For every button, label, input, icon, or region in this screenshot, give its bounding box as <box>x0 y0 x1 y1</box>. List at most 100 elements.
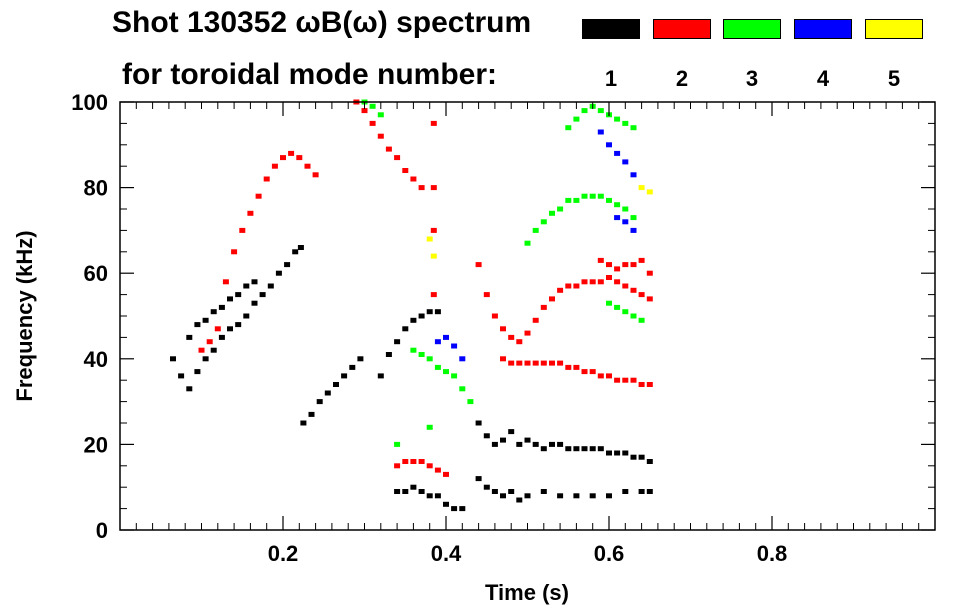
data-point <box>557 360 564 366</box>
data-point <box>532 227 539 233</box>
data-point <box>622 309 629 315</box>
data-point <box>222 279 229 285</box>
data-point <box>638 317 645 323</box>
data-point <box>394 339 401 345</box>
data-point <box>524 240 531 246</box>
data-point <box>622 450 629 456</box>
y-tick-label: 20 <box>84 432 108 457</box>
data-point <box>549 441 555 447</box>
data-point <box>239 227 246 233</box>
data-point <box>614 215 621 221</box>
data-point <box>500 326 506 332</box>
data-point <box>638 292 645 298</box>
data-point <box>297 245 304 250</box>
data-point <box>430 120 437 126</box>
data-point <box>622 159 629 165</box>
data-point <box>638 382 645 387</box>
series-2 <box>198 99 653 477</box>
data-point <box>418 185 425 191</box>
data-point <box>606 262 612 268</box>
y-axis-label: Frequency (kHz) <box>12 230 37 401</box>
data-point <box>426 309 433 315</box>
data-point <box>186 386 193 392</box>
x-tick-label: 0.4 <box>431 541 462 566</box>
data-point <box>589 193 596 199</box>
data-point <box>402 459 409 464</box>
data-point <box>573 446 580 452</box>
data-point <box>385 146 392 152</box>
data-point <box>524 437 531 443</box>
data-point <box>475 476 482 482</box>
data-point <box>243 313 250 319</box>
data-point <box>369 120 376 126</box>
data-point <box>402 168 409 173</box>
data-point <box>549 360 555 366</box>
data-point <box>491 441 498 447</box>
data-point <box>304 163 311 169</box>
data-point <box>614 377 621 383</box>
data-point <box>581 369 588 375</box>
data-point <box>524 360 531 366</box>
data-point <box>524 493 531 499</box>
data-point <box>426 236 433 242</box>
data-point <box>418 313 425 319</box>
data-point <box>402 489 409 494</box>
legend-swatch-5 <box>865 19 923 39</box>
data-point <box>275 270 282 276</box>
data-point <box>622 489 629 494</box>
data-point <box>565 283 572 289</box>
data-point <box>565 364 572 370</box>
data-point <box>516 360 523 366</box>
data-point <box>418 489 425 494</box>
legend-label-4: 4 <box>816 66 830 91</box>
data-point <box>630 262 637 268</box>
data-point <box>467 399 474 405</box>
data-point <box>540 304 547 310</box>
data-point <box>288 150 295 156</box>
data-point <box>308 411 315 417</box>
data-point <box>394 155 401 161</box>
data-point <box>565 197 572 203</box>
data-point <box>410 317 417 323</box>
data-point <box>508 360 515 366</box>
data-point <box>251 279 258 285</box>
data-point <box>394 441 401 447</box>
data-point <box>581 446 588 452</box>
data-point <box>638 185 645 191</box>
data-point <box>227 326 233 332</box>
data-point <box>646 189 653 195</box>
data-point <box>312 172 319 178</box>
data-point <box>443 334 449 340</box>
x-tick-label: 0.6 <box>594 541 625 566</box>
data-point <box>251 300 258 306</box>
data-point <box>284 262 291 268</box>
data-point <box>646 382 653 387</box>
y-tick-label: 80 <box>84 176 108 201</box>
data-point <box>606 450 612 456</box>
data-point <box>622 377 629 383</box>
data-point <box>341 373 348 379</box>
data-point <box>540 446 547 452</box>
data-point <box>194 322 201 328</box>
data-point <box>606 493 612 499</box>
data-point <box>557 206 564 212</box>
data-point <box>606 142 612 148</box>
data-point <box>646 296 653 302</box>
data-point <box>614 116 621 122</box>
data-point <box>516 441 523 447</box>
data-point <box>280 155 286 161</box>
data-point <box>434 309 441 315</box>
data-point <box>402 326 409 332</box>
data-point <box>426 356 433 362</box>
plot-frame <box>119 101 936 531</box>
data-point <box>483 433 490 439</box>
legend-label-2: 2 <box>675 66 689 91</box>
data-points <box>170 99 653 512</box>
data-point <box>500 437 506 443</box>
data-point <box>508 429 515 435</box>
data-point <box>202 317 209 323</box>
data-point <box>508 489 515 494</box>
data-point <box>418 352 425 357</box>
data-point <box>516 497 523 503</box>
